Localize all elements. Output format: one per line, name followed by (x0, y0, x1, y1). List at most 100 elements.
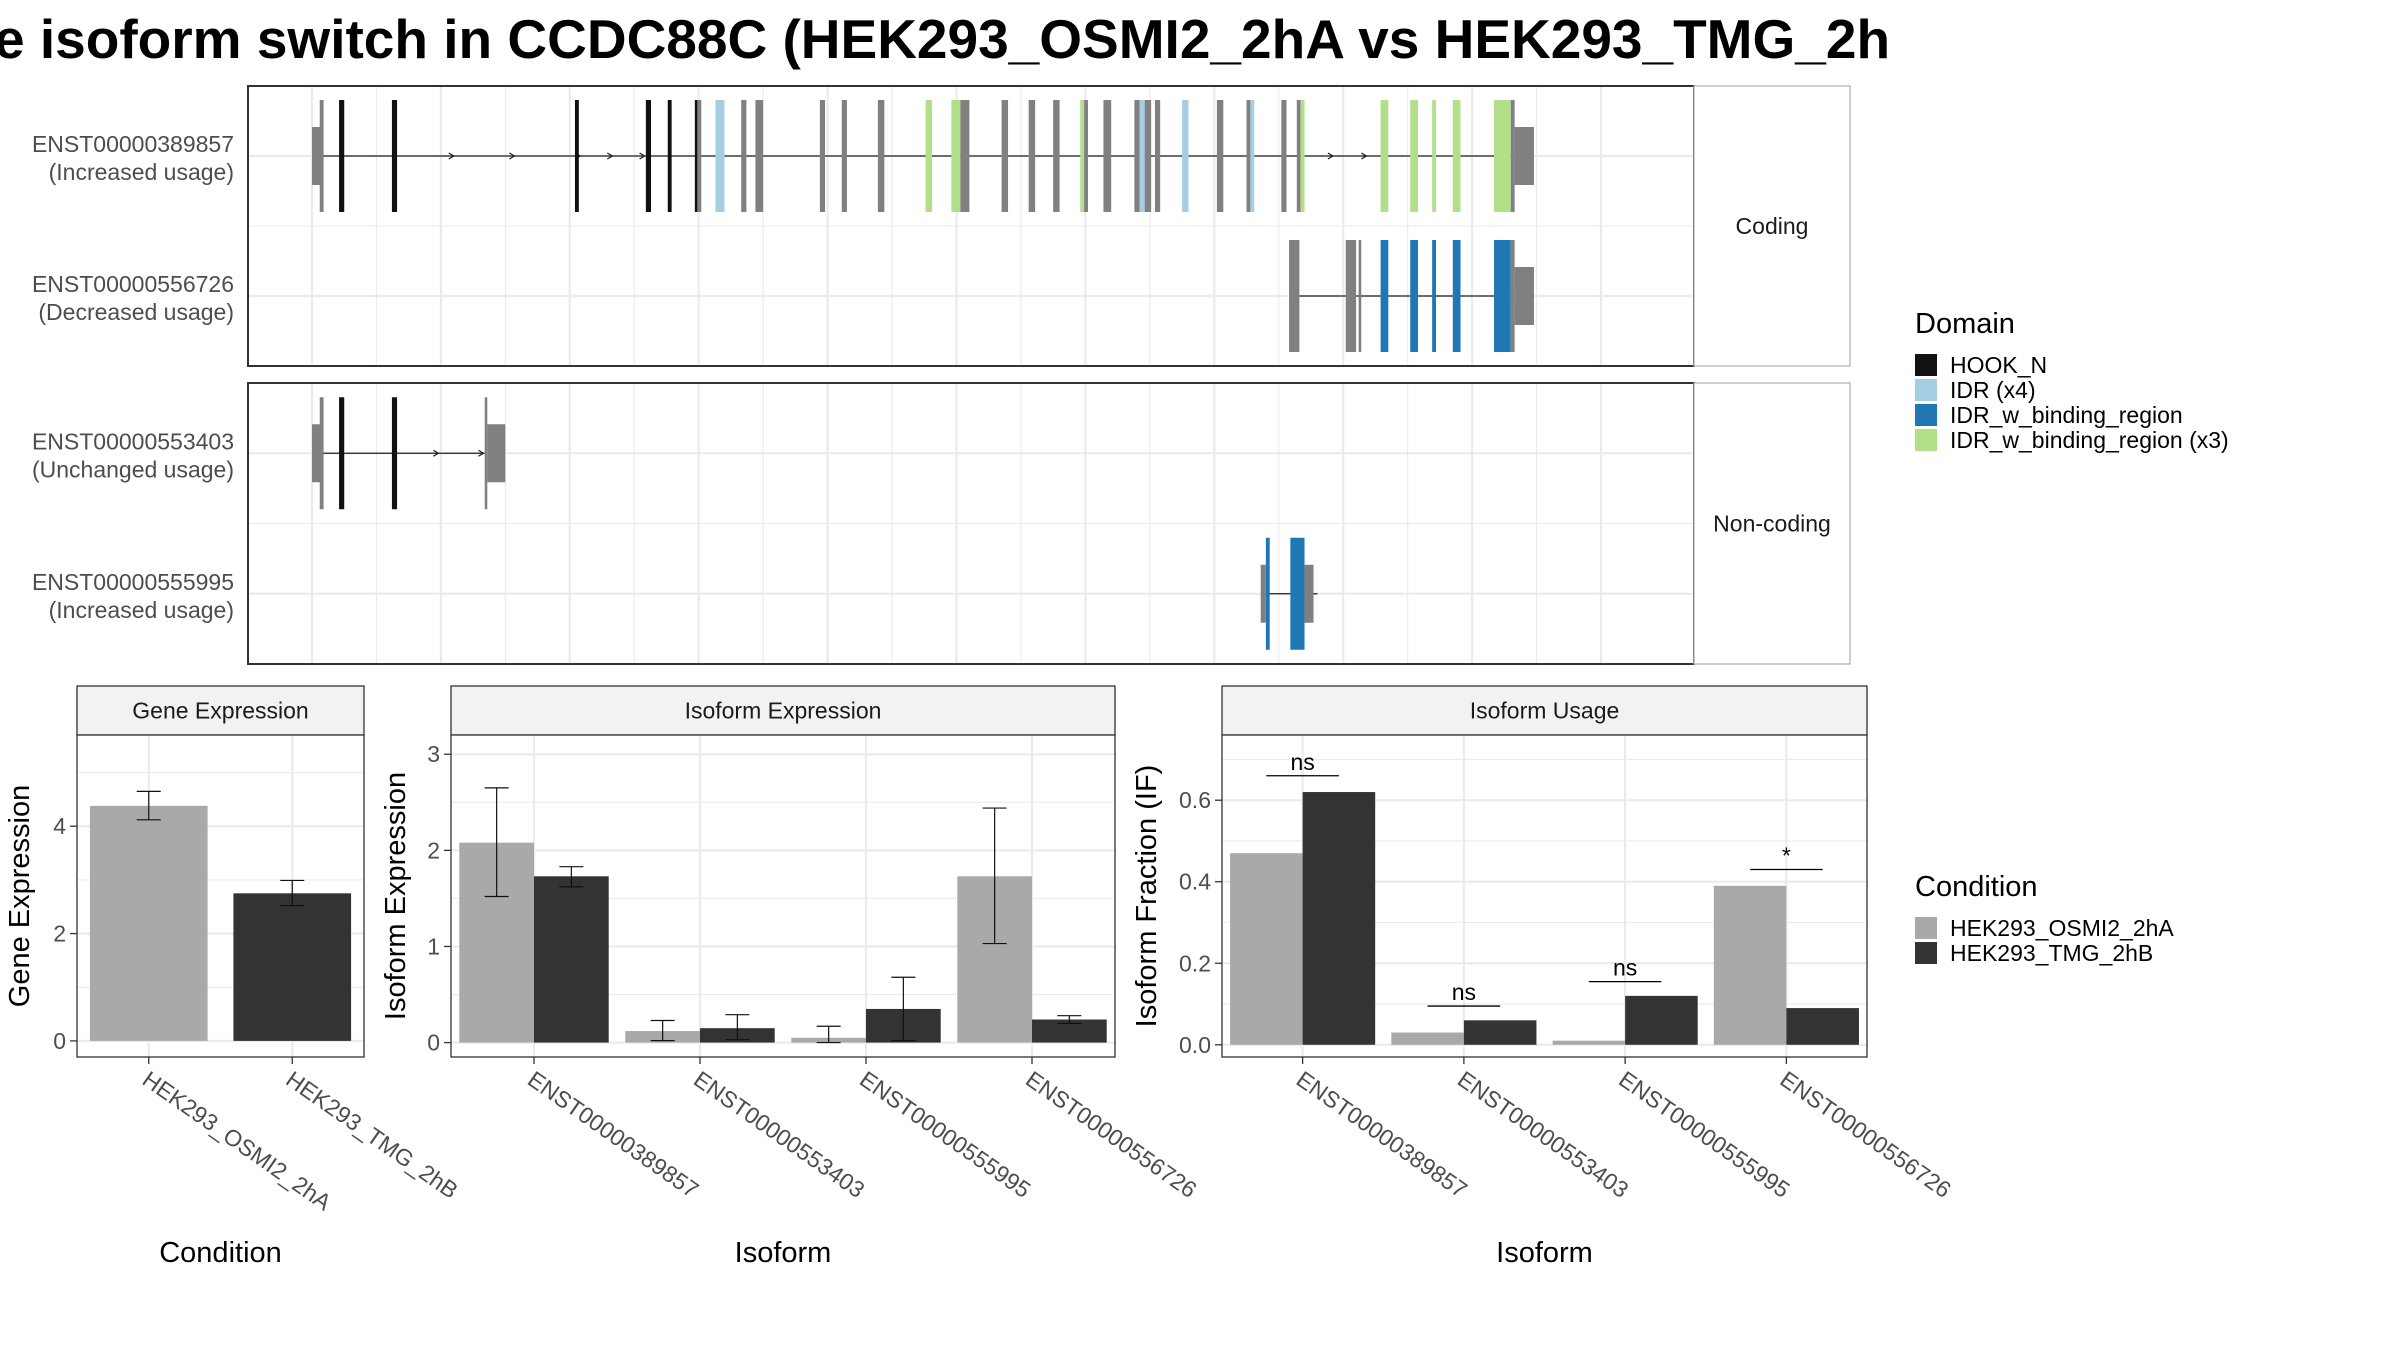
exon (1028, 100, 1036, 212)
exon (391, 100, 398, 212)
bar (1552, 1040, 1626, 1045)
exon (841, 100, 847, 212)
exon (1410, 100, 1418, 212)
legend-label: HEK293_OSMI2_2hA (1950, 915, 2174, 941)
exon (667, 100, 672, 212)
x-tick-label: ENST00000389857 (523, 1066, 703, 1203)
x-tick-label: ENST00000556726 (1776, 1066, 1956, 1203)
x-axis-title: Isoform (1496, 1237, 1593, 1269)
exon (925, 100, 933, 212)
significance-label: ns (1452, 979, 1476, 1005)
exon (1380, 240, 1389, 352)
transcript-name: ENST00000556726 (32, 271, 234, 297)
strand-arrow (478, 449, 485, 457)
exon (1514, 127, 1534, 185)
exon (1494, 240, 1511, 352)
domain-legend-title: Domain (1915, 308, 2015, 340)
x-axis-title: Isoform (735, 1237, 832, 1269)
chart-border (450, 734, 1116, 1058)
strand-arrow (509, 152, 516, 160)
chart-strip (450, 685, 1116, 736)
bar (233, 893, 352, 1041)
exon (1084, 100, 1088, 212)
legend-key (1915, 354, 1937, 376)
exon (1345, 240, 1357, 352)
exon (1380, 100, 1389, 212)
x-tick-label: ENST00000555995 (855, 1066, 1035, 1203)
x-tick-label: ENST00000553403 (689, 1066, 869, 1203)
panel-strip-label: Non-coding (1713, 511, 1831, 537)
transcript-name: ENST00000555995 (32, 569, 234, 595)
exon (1358, 240, 1362, 352)
isoform-expression-chart: Isoform Expression0123ENST00000389857ENS… (380, 685, 1202, 1269)
exon (1432, 240, 1437, 352)
exon (484, 397, 488, 510)
legend-key (1915, 379, 1937, 401)
bar (1032, 1019, 1107, 1043)
exon (694, 100, 698, 212)
panel-strip-label: Coding (1736, 213, 1809, 239)
y-tick-label: 0.6 (1179, 787, 1211, 813)
legend-label: HOOK_N (1950, 352, 2047, 378)
significance-label: ns (1290, 749, 1314, 775)
y-axis-title: Gene Expression (4, 785, 36, 1007)
chart-border (1221, 734, 1868, 1058)
strand-arrow (639, 152, 646, 160)
exon (1432, 100, 1437, 212)
exon (1304, 564, 1314, 623)
bar (534, 876, 609, 1043)
x-tick-label: ENST00000556726 (1021, 1066, 1201, 1203)
exon (1300, 100, 1305, 212)
exon (1281, 100, 1287, 212)
legend-label: HEK293_TMG_2hB (1950, 940, 2153, 966)
exon (319, 397, 324, 510)
chart-strip (1221, 685, 1868, 736)
strand-arrow (1361, 152, 1368, 160)
exon (1155, 100, 1161, 212)
y-axis-title: Isoform Fraction (IF) (1131, 765, 1163, 1028)
bar (1713, 885, 1787, 1045)
strand-arrow (432, 449, 440, 457)
legend-label: IDR_w_binding_region (x3) (1950, 427, 2229, 453)
bar (89, 805, 208, 1041)
condition-legend-title: Condition (1915, 871, 2038, 903)
exon (487, 424, 506, 483)
transcript-usage: (Increased usage) (49, 597, 234, 623)
exon (755, 100, 764, 212)
transcript-name: ENST00000389857 (32, 131, 234, 157)
exon (1080, 100, 1085, 212)
strand-arrow (607, 152, 614, 160)
legend-label: IDR_w_binding_region (1950, 402, 2183, 428)
exon (1053, 100, 1060, 212)
exon (1139, 100, 1145, 212)
chart-title: Isoform Usage (1470, 698, 1620, 724)
significance-label: * (1782, 843, 1791, 869)
exon (319, 100, 324, 212)
exon (1452, 240, 1461, 352)
y-axis-title: Isoform Expression (380, 772, 412, 1020)
exon (1246, 100, 1251, 212)
legend-key (1915, 404, 1937, 426)
legend-key (1915, 429, 1937, 451)
exon (1144, 100, 1152, 212)
bar (1463, 1020, 1537, 1045)
y-tick-label: 2 (427, 837, 440, 863)
exon (1265, 537, 1270, 650)
transcript-track: ENST00000556726(Decreased usage) (32, 240, 1534, 352)
transcript-name: ENST00000553403 (32, 428, 234, 454)
exon (1494, 100, 1511, 212)
exon (391, 397, 398, 510)
transcript-track: ENST00000555995(Increased usage) (32, 537, 1318, 650)
exon (1510, 100, 1515, 212)
y-tick-label: 1 (427, 933, 440, 959)
transcript-usage: (Increased usage) (49, 159, 234, 185)
exon (645, 100, 652, 212)
exon (877, 100, 885, 212)
exon (1182, 100, 1189, 212)
exon (1250, 100, 1255, 212)
panel-strip (1693, 85, 1851, 367)
chart-title: Gene Expression (132, 698, 308, 724)
structure-panel: ENST00000389857(Increased usage) ENST0000… (32, 85, 1851, 367)
significance-label: ns (1613, 955, 1637, 981)
